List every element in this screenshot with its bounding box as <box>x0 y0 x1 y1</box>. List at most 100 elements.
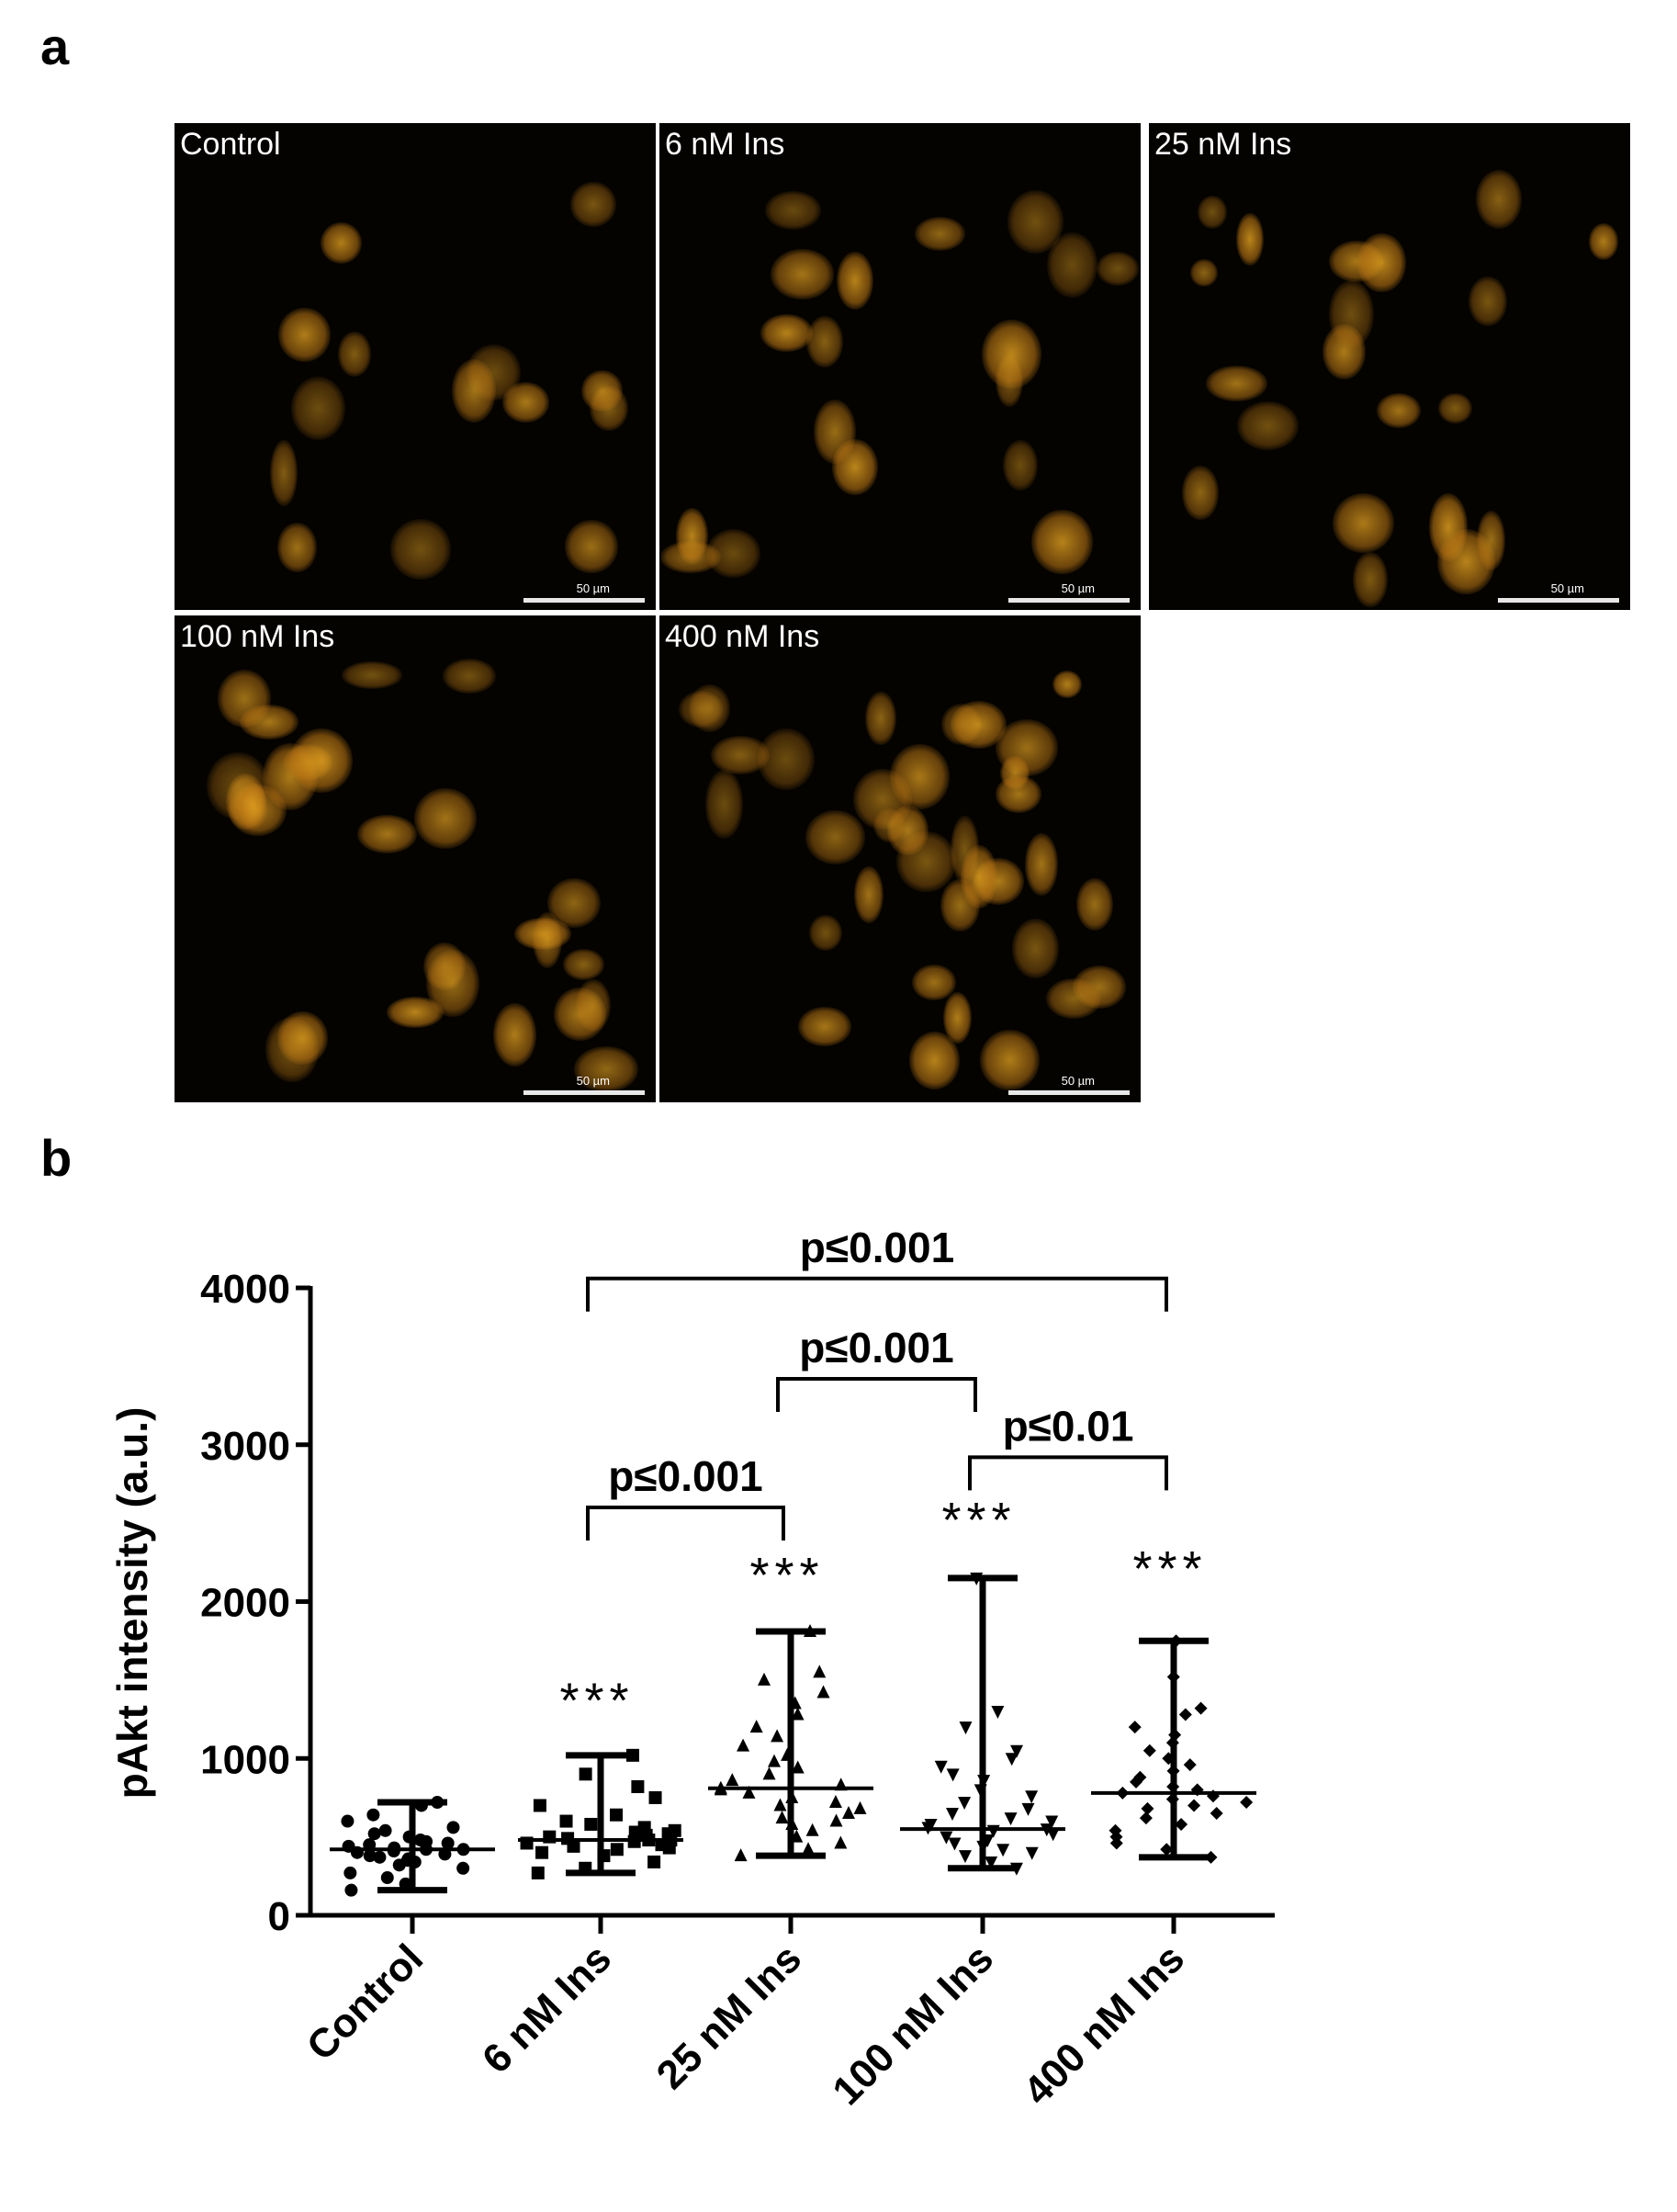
data-point <box>1160 1843 1174 1856</box>
cell-blob <box>1377 393 1422 428</box>
data-point <box>387 1844 400 1857</box>
cell-blob <box>270 440 298 506</box>
data-point <box>419 1843 433 1856</box>
data-point <box>802 1842 816 1856</box>
data-point <box>446 1821 460 1834</box>
data-point <box>1141 1801 1154 1815</box>
data-point <box>940 1831 953 1845</box>
data-point <box>567 1839 580 1853</box>
data-point <box>803 1623 816 1637</box>
cell-blob <box>710 735 770 775</box>
data-point <box>816 1685 830 1698</box>
data-point <box>342 1839 355 1853</box>
cell-blob <box>914 217 966 251</box>
cell-blob <box>805 809 866 864</box>
cell-blob <box>341 660 403 689</box>
cell-blob <box>1045 978 1102 1020</box>
data-point <box>579 1861 592 1875</box>
cell-blob <box>581 369 623 412</box>
y-tick-label: 0 <box>268 1894 290 1939</box>
cell-blob <box>501 381 550 423</box>
cell-blob <box>771 248 834 300</box>
data-point <box>363 1838 377 1852</box>
cell-blob <box>890 744 950 809</box>
cell-blob <box>574 1046 638 1093</box>
cell-blob <box>576 979 611 1032</box>
cell-blob <box>872 808 906 843</box>
data-point <box>639 1828 653 1842</box>
data-point <box>637 1821 651 1834</box>
cell-blob <box>1322 323 1367 380</box>
data-point <box>958 1850 972 1864</box>
cell-blob <box>413 787 478 849</box>
data-point <box>661 1827 675 1841</box>
cell-blob <box>853 865 884 924</box>
cell-blob <box>1329 279 1375 349</box>
data-point <box>996 1844 1010 1857</box>
data-point <box>1165 1736 1179 1750</box>
data-point <box>977 1775 991 1789</box>
comparison-bracket <box>586 1506 785 1541</box>
data-point <box>791 1707 805 1721</box>
data-point <box>834 1835 848 1849</box>
micrograph-title: 25 nM Ins <box>1154 127 1292 162</box>
micrograph-1: 6 nM Ins 50 µm <box>659 123 1141 610</box>
comparison-p-value: p≤0.001 <box>608 1452 762 1500</box>
data-point <box>438 1847 452 1861</box>
cell-blob <box>277 308 332 363</box>
cell-blob <box>1332 493 1394 554</box>
data-point <box>757 1672 771 1686</box>
cell-blob <box>760 314 814 352</box>
data-point <box>948 1837 962 1851</box>
scale-bar <box>1008 1090 1130 1095</box>
data-point <box>648 1790 662 1804</box>
cell-blob <box>1588 222 1619 260</box>
data-point <box>1168 1728 1182 1742</box>
cell-blob <box>1235 212 1265 266</box>
cell-blob <box>240 704 299 740</box>
cell-blob <box>912 965 956 1001</box>
data-point <box>647 1855 661 1868</box>
cell-blob <box>238 782 267 830</box>
data-point <box>1133 1770 1147 1784</box>
cell-blob <box>836 252 873 310</box>
data-point <box>981 1834 995 1848</box>
data-point <box>388 1841 401 1855</box>
comparison-bracket <box>586 1276 1168 1312</box>
data-point <box>991 1706 1005 1720</box>
cell-blob <box>886 806 929 856</box>
data-point <box>829 1813 843 1827</box>
data-point <box>813 1665 827 1678</box>
cell-blob <box>1030 510 1093 575</box>
data-point <box>785 1789 799 1803</box>
y-tick-label: 2000 <box>200 1581 290 1626</box>
data-point <box>367 1827 381 1841</box>
data-point <box>1204 1850 1218 1864</box>
data-point <box>363 1849 377 1863</box>
data-point <box>785 1816 799 1830</box>
data-point <box>662 1841 676 1855</box>
data-point <box>714 1780 727 1794</box>
data-point <box>781 1747 794 1761</box>
data-point <box>1166 1764 1180 1778</box>
data-point <box>805 1823 819 1836</box>
y-tick-label: 4000 <box>200 1267 290 1312</box>
data-point <box>749 1720 763 1733</box>
data-point <box>531 1866 545 1879</box>
data-point <box>1025 1790 1039 1804</box>
cell-blob <box>798 1007 851 1047</box>
data-point <box>584 1817 598 1831</box>
cell-blob <box>565 519 618 574</box>
data-point <box>664 1834 678 1847</box>
data-point <box>1004 1812 1018 1826</box>
data-point <box>790 1829 804 1843</box>
data-point <box>1190 1783 1204 1797</box>
y-tick-label: 3000 <box>200 1424 290 1469</box>
data-point <box>970 1572 984 1586</box>
data-point <box>959 1721 973 1735</box>
cell-blob <box>451 359 497 423</box>
data-point <box>456 1861 470 1875</box>
data-point <box>1169 1634 1183 1648</box>
data-point <box>1025 1846 1039 1860</box>
micrograph-title: 100 nM Ins <box>180 619 335 654</box>
